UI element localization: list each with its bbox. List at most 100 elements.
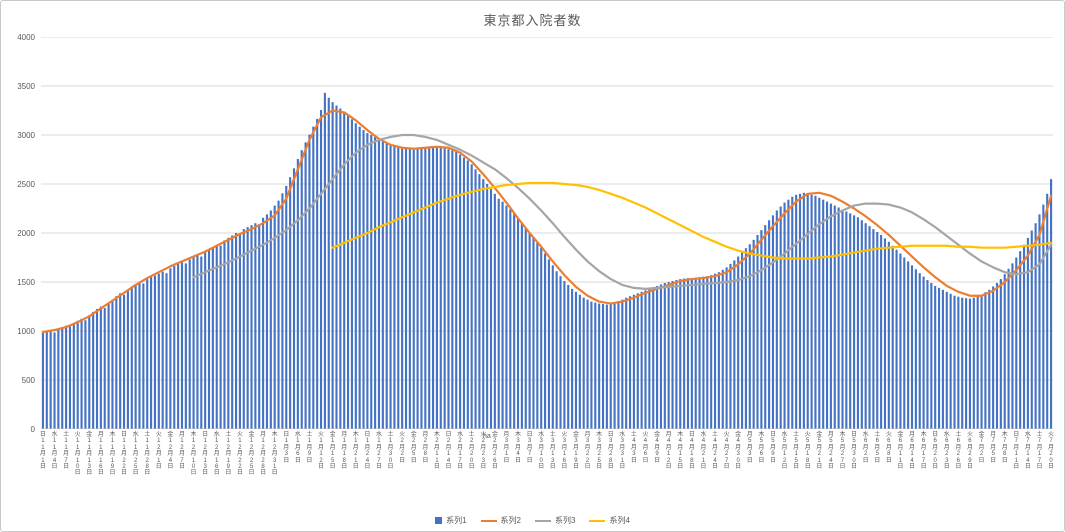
bar-series1 — [250, 225, 253, 429]
bar-series1 — [825, 201, 829, 429]
bar-series1 — [853, 215, 856, 429]
bar-series1 — [265, 214, 269, 429]
bar-series1 — [107, 302, 110, 429]
bar-series1 — [150, 277, 153, 429]
x-tick-label: 土 2 月 2 0 日 — [468, 432, 475, 471]
bar-series1 — [787, 199, 790, 429]
x-tick-label: 日 3 月 7 日 — [526, 432, 533, 464]
x-tick-label: 日 1 1 月 2 2 日 — [121, 432, 128, 477]
bar-series1 — [1034, 223, 1037, 429]
legend-label: 系列3 — [555, 516, 576, 525]
x-tick-label: 土 4 月 3 日 — [630, 432, 637, 464]
legend-label: 系列2 — [500, 516, 521, 525]
bar-series1 — [80, 318, 83, 429]
bar-series1 — [49, 330, 52, 429]
bar-series1 — [478, 174, 481, 429]
bar-series1 — [764, 225, 767, 429]
bar-series1 — [84, 320, 87, 429]
bar-series1 — [613, 302, 616, 429]
bar-series1 — [354, 123, 357, 429]
bar-series1 — [165, 273, 168, 429]
bar-series1 — [277, 200, 280, 429]
bar-series1 — [628, 296, 632, 429]
x-tick-label: 金 2 月 2 6 日 — [491, 432, 498, 471]
bar-series1 — [482, 179, 485, 429]
bar-series1 — [895, 249, 898, 429]
x-tick-label: 日 1 月 2 4 日 — [364, 432, 371, 471]
bar-series1 — [903, 257, 906, 429]
x-tick-label: 火 4 月 6 日 — [642, 432, 649, 464]
x-tick-label: 水 6 月 2 日 — [862, 432, 869, 464]
bar-series1 — [617, 301, 620, 429]
legend-item-系列1: 系列1 — [435, 515, 467, 526]
bar-series1 — [223, 240, 226, 429]
bar-series1 — [551, 265, 554, 429]
bar-series1 — [1026, 237, 1029, 429]
bar-series1 — [559, 276, 562, 429]
x-tick-label: 金 5 月 2 1 日 — [816, 432, 823, 471]
bar-series1 — [1050, 179, 1053, 429]
bar-series1 — [370, 135, 373, 429]
bar-series1 — [308, 134, 311, 429]
x-tick-label: 水 2 月 1 7 日 — [457, 432, 464, 471]
bar-series1 — [520, 223, 523, 429]
bar-series1 — [659, 284, 662, 429]
bar-series1 — [1019, 251, 1022, 429]
bar-series1 — [420, 148, 423, 429]
legend-item-系列2: 系列2 — [480, 515, 521, 526]
x-tick-label: 金 2 月 5 日 — [410, 432, 417, 464]
x-tick-label: 水 7 月 1 4 日 — [1024, 432, 1031, 471]
x-tick-label: 土 3 月 1 3 日 — [549, 432, 556, 471]
bar-series1 — [513, 213, 516, 429]
x-tick-label: 金 1 月 1 5 日 — [329, 432, 336, 471]
x-tick-label: 日 5 月 3 0 日 — [851, 432, 858, 471]
bar-series1 — [65, 325, 68, 429]
bar-series1 — [640, 291, 643, 429]
bar-series1 — [698, 277, 701, 429]
bar-series1 — [702, 276, 705, 429]
bar-series1 — [412, 149, 415, 429]
x-tick-label: 火 1 2 月 2 2 日 — [236, 432, 243, 477]
bar-series1 — [741, 252, 744, 429]
bar-series1 — [675, 280, 678, 429]
bar-series1 — [656, 285, 659, 429]
x-tick-label: 木 1 2 月 3 1 日 — [271, 432, 278, 477]
bar-series1 — [752, 239, 755, 429]
bar-series1 — [443, 148, 446, 429]
bar-series1 — [864, 223, 867, 429]
bar-series1 — [999, 279, 1002, 429]
bar-series1 — [880, 234, 883, 429]
bar-series1 — [459, 154, 462, 429]
x-axis-labels: 日 1 1 月 1 日水 1 1 月 4 日土 1 1 月 7 日火 1 1 月… — [40, 432, 1055, 506]
x-tick-label: 火 1 月 1 2 日 — [318, 432, 325, 471]
bar-series1 — [918, 273, 921, 429]
bar-series1 — [254, 223, 257, 429]
bar-series1 — [184, 263, 187, 429]
y-tick-label: 3000 — [17, 130, 35, 140]
bar-series1 — [45, 331, 48, 429]
x-tick-label: 火 7 月 2 0 日 — [1048, 432, 1055, 471]
x-tick-label: 日 2 月 1 4 日 — [445, 432, 452, 471]
bar-series1 — [119, 293, 122, 429]
x-tick-label: 日 6 月 2 0 日 — [932, 432, 939, 471]
x-tick-label: 水 1 1 月 2 5 日 — [132, 432, 139, 477]
bar-series1 — [68, 326, 72, 429]
x-tick-label: 金 6 月 1 1 日 — [897, 432, 904, 471]
bar-series1 — [1007, 268, 1010, 429]
bar-series1 — [72, 323, 75, 429]
bar-series1 — [157, 273, 160, 429]
bar-series1 — [431, 146, 435, 429]
bar-series1 — [721, 269, 724, 429]
legend: 系列1 系列2 系列3 系列4 — [1, 515, 1064, 526]
bar-series1 — [930, 282, 933, 429]
legend-bar-swatch-icon — [435, 517, 443, 524]
bar-series1 — [358, 126, 361, 429]
bar-series1 — [609, 303, 612, 429]
bar-series1 — [849, 213, 852, 429]
bar-series1 — [756, 234, 759, 429]
bar-series1 — [822, 199, 825, 429]
bar-series1 — [768, 220, 771, 429]
bar-series1 — [227, 237, 230, 429]
bar-series1 — [470, 164, 473, 429]
